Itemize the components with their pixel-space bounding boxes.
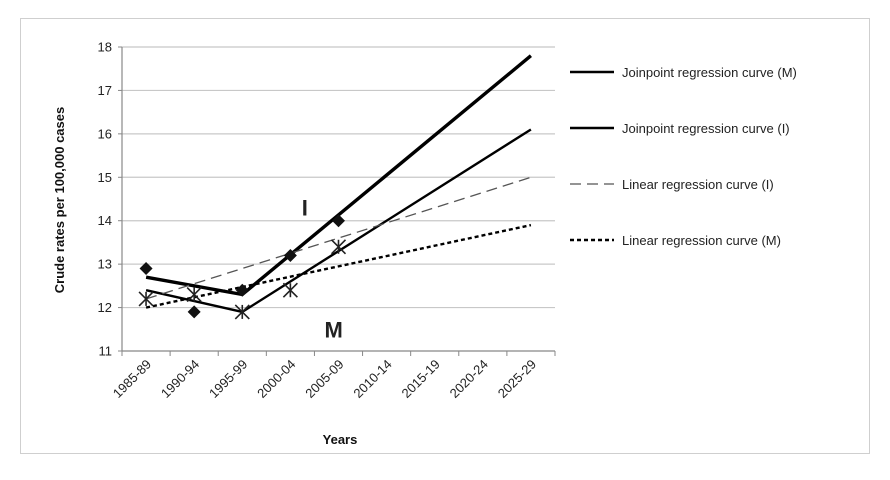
legend-entry: Joinpoint regression curve (M) — [622, 65, 797, 80]
diamond-marker — [235, 283, 249, 297]
axes — [118, 46, 556, 356]
star-marker — [138, 291, 154, 307]
x-tick-label: 2015-19 — [398, 357, 442, 401]
x-axis-title: Years — [323, 432, 358, 447]
x-tick-label: 1995-99 — [206, 357, 250, 401]
legend-entry: Joinpoint regression curve (I) — [622, 121, 790, 136]
y-tick-labels: 11 12 13 14 15 16 17 18 — [98, 40, 112, 359]
y-tick-label: 11 — [99, 344, 113, 359]
x-tick-labels: 1985-89 1990-94 1995-99 2000-04 2005-09 2010-… — [110, 357, 539, 401]
x-tick-label: 2025-29 — [495, 357, 539, 401]
annotation-label: M — [325, 317, 343, 342]
series-line — [145, 54, 532, 297]
y-tick-label: 12 — [98, 300, 112, 315]
x-tick-label: 1985-89 — [110, 357, 154, 401]
diamond-marker — [187, 305, 201, 319]
star-marker — [186, 286, 202, 303]
y-tick-label: 16 — [98, 126, 112, 141]
observed-markers — [138, 214, 347, 320]
star-marker — [330, 239, 347, 255]
x-tick-label: 2010-14 — [350, 357, 394, 401]
series-lines — [145, 54, 532, 314]
x-tick-label: 2020-24 — [447, 357, 491, 401]
annotation-label: I — [302, 196, 308, 221]
star-marker — [282, 282, 298, 298]
grid-lines — [122, 46, 555, 309]
y-tick-label: 17 — [98, 83, 112, 98]
series-line — [145, 176, 532, 300]
legend-entry: Linear regression curve (M) — [622, 233, 781, 248]
y-tick-label: 18 — [98, 40, 112, 55]
x-tick-label: 1990-94 — [158, 357, 202, 401]
legend: Joinpoint regression curve (M) Joinpoint … — [570, 65, 797, 248]
x-tick-label: 2000-04 — [254, 357, 298, 401]
legend-entry: Linear regression curve (I) — [622, 177, 774, 192]
y-tick-label: 13 — [98, 257, 112, 272]
diamond-marker — [332, 214, 345, 228]
y-axis-title: Crude rates per 100,000 cases — [52, 107, 67, 293]
annotations: IM — [302, 196, 343, 343]
y-tick-label: 14 — [98, 213, 112, 228]
star-marker — [234, 304, 250, 320]
diamond-marker — [283, 248, 297, 262]
series-line — [145, 223, 532, 309]
y-tick-label: 15 — [98, 170, 112, 185]
diamond-marker — [139, 261, 153, 275]
x-tick-label: 2005-09 — [302, 357, 346, 401]
